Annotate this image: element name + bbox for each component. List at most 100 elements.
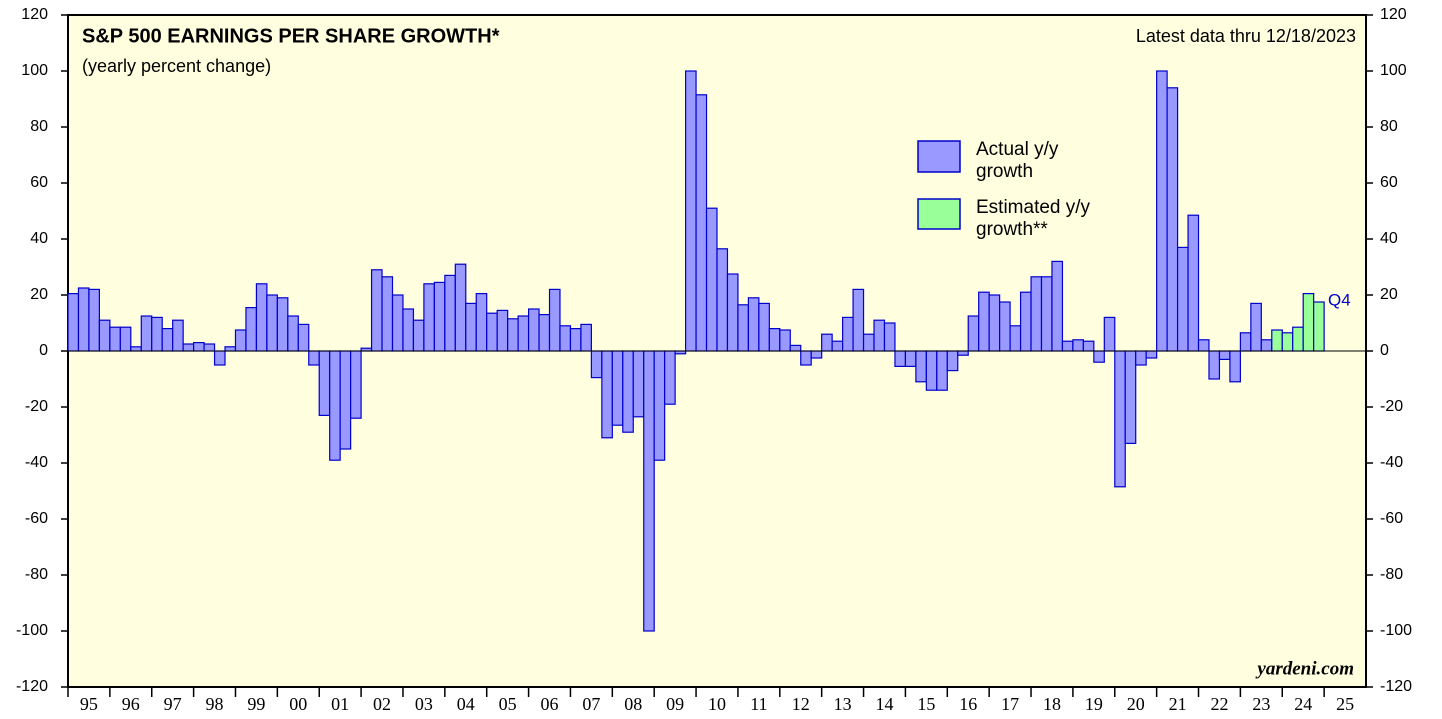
x-tick-label: 17 [1001,694,1019,714]
y-tick-label-right: 100 [1380,62,1407,79]
bar [245,307,258,352]
bar [1103,316,1116,352]
bar [234,329,247,352]
bar [622,350,634,433]
bar [590,350,603,379]
bar [957,350,969,356]
bar [1093,350,1105,363]
x-tick-label: 07 [582,694,600,714]
bar [1061,340,1074,352]
bar [601,350,613,439]
y-tick-label: 20 [30,286,48,303]
bar [507,318,519,352]
bar [151,316,163,352]
bar [318,350,331,417]
y-tick-label: 120 [21,6,48,23]
legend-swatch [917,140,961,173]
y-tick-label: -80 [25,566,48,583]
x-tick-label: 06 [541,694,559,714]
x-tick-label: 08 [624,694,642,714]
x-tick-label: 01 [331,694,349,714]
x-tick-label: 24 [1294,694,1312,714]
bar [559,325,572,352]
y-tick-label: 100 [21,62,48,79]
x-tick-label: 25 [1336,694,1354,714]
bar [433,281,446,352]
bar [1218,350,1231,360]
y-tick-label-right: -60 [1380,510,1403,527]
bar [1229,350,1241,383]
bar [276,297,289,352]
bar [695,94,708,352]
bar [852,288,865,352]
bar [653,350,666,461]
bar [182,343,195,352]
bar [580,323,592,352]
x-tick-label: 09 [666,694,684,714]
y-tick-label: 60 [30,174,48,191]
bar [999,301,1011,352]
y-tick-label: 40 [30,230,48,247]
y-tick-label: -120 [16,678,48,695]
bar [444,274,456,352]
bar [779,329,791,352]
bar [412,319,425,352]
legend-swatch [917,198,961,230]
bar [1313,301,1325,352]
bar [705,207,718,352]
bar [1239,332,1252,352]
bar [936,350,948,391]
bar [862,333,875,352]
bar [475,293,488,352]
bar [130,346,142,352]
legend-label: Actual y/y growth [976,139,1059,182]
y-tick-label: -100 [16,622,48,639]
x-tick-label: 04 [457,694,475,714]
bar [789,344,802,352]
bar [98,319,111,352]
bar [978,291,990,352]
bar [517,315,530,352]
y-tick-label-right: -40 [1380,454,1403,471]
watermark: yardeni.com [1255,658,1354,679]
x-tick-label: 97 [164,694,182,714]
x-tick-label: 02 [373,694,391,714]
bar [465,302,477,352]
bar [1176,246,1189,352]
x-tick-label: 13 [834,694,852,714]
bar [339,350,352,450]
y-tick-label: -20 [25,398,48,415]
y-tick-label-right: -100 [1380,622,1412,639]
bar [988,294,1001,352]
bar [1072,339,1084,352]
bar [664,350,676,405]
y-tick-label-right: 60 [1380,174,1398,191]
bar [800,350,812,366]
y-tick-label-right: -120 [1380,678,1412,695]
x-tick-label: 05 [499,694,517,714]
bar [737,304,750,352]
bar [213,350,226,366]
y-tick-label-right: 20 [1380,286,1398,303]
bar [1135,350,1147,366]
x-tick-label: 20 [1127,694,1145,714]
x-tick-label: 23 [1252,694,1270,714]
x-tick-label: 21 [1169,694,1187,714]
bar [370,269,383,352]
bar [297,323,310,352]
bar [77,287,90,352]
chart-subtitle: (yearly percent change) [82,56,271,76]
bar [1051,260,1064,352]
x-tick-label: 99 [247,694,265,714]
bar [109,326,121,352]
bar [1156,70,1168,352]
bar [1292,326,1304,352]
bar [161,328,174,352]
bar [821,333,833,352]
y-tick-label: 0 [39,342,48,359]
x-tick-label: 14 [875,694,893,714]
bar [329,350,341,461]
bar [1114,350,1126,488]
bar [643,350,655,632]
